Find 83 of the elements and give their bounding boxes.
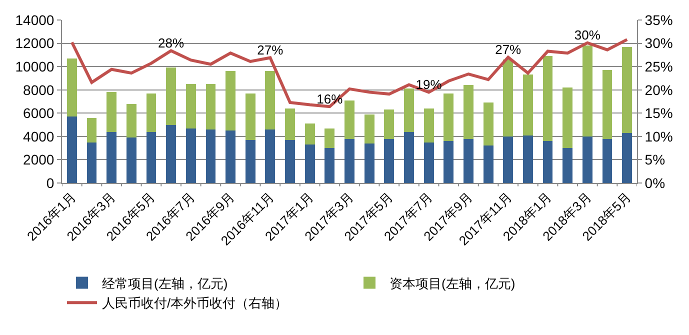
bar xyxy=(245,140,256,183)
bar xyxy=(344,138,354,183)
bar xyxy=(404,132,414,183)
bar xyxy=(582,46,592,136)
bar xyxy=(126,138,136,183)
bar xyxy=(86,118,97,142)
y-tick-label: 10000 xyxy=(15,58,54,74)
bar xyxy=(324,148,335,183)
bar xyxy=(562,88,573,148)
bar xyxy=(206,84,216,130)
bar xyxy=(86,142,97,183)
bar xyxy=(464,138,474,183)
bar xyxy=(464,85,474,139)
bar xyxy=(344,100,354,139)
bar xyxy=(186,84,196,128)
bar xyxy=(265,129,276,183)
bar xyxy=(66,116,77,183)
bar xyxy=(265,71,276,130)
bar xyxy=(444,141,454,183)
bar xyxy=(542,56,553,142)
data-label: 27% xyxy=(257,42,284,58)
data-label: 27% xyxy=(495,42,522,58)
bar xyxy=(66,58,77,117)
bar xyxy=(285,108,295,140)
bar xyxy=(146,93,156,132)
bar xyxy=(503,136,514,183)
y-tick-label: 4000 xyxy=(23,128,54,144)
bar xyxy=(622,46,632,133)
y2-tick-label: 35% xyxy=(644,12,673,28)
y2-tick-label: 5% xyxy=(644,152,666,168)
bar xyxy=(146,132,156,183)
y2-tick-label: 0% xyxy=(644,174,666,191)
bar xyxy=(245,93,256,140)
y2-tick-label: 25% xyxy=(644,58,673,74)
legend-label: 资本项目(左轴，亿元) xyxy=(390,276,516,291)
bar xyxy=(364,114,374,144)
legend-label: 人民币收付/本外币收付（右轴） xyxy=(102,296,288,311)
bar xyxy=(622,132,632,183)
bar xyxy=(106,92,117,132)
bar xyxy=(364,143,374,183)
bar xyxy=(522,135,533,183)
y-tick-label: 14000 xyxy=(15,12,54,28)
bar xyxy=(226,71,236,131)
legend-label: 经常项目(左轴，亿元) xyxy=(102,276,228,291)
y-tick-label: 8000 xyxy=(23,82,54,98)
data-label: 30% xyxy=(574,28,601,43)
data-label: 19% xyxy=(416,76,442,92)
bar xyxy=(166,124,176,183)
y-tick-label: 12000 xyxy=(15,35,54,52)
y2-tick-label: 15% xyxy=(644,105,673,122)
bar xyxy=(384,138,394,183)
bar xyxy=(206,129,216,183)
bar xyxy=(424,142,434,183)
bar xyxy=(324,128,335,148)
bar xyxy=(226,130,236,183)
y-tick-label: 0 xyxy=(46,174,54,191)
bar xyxy=(186,128,196,183)
bar xyxy=(444,93,454,142)
bar xyxy=(424,108,434,142)
bar xyxy=(522,74,533,136)
bar xyxy=(582,136,592,183)
bar xyxy=(483,146,494,183)
data-label: 28% xyxy=(158,35,184,50)
line-series xyxy=(70,38,629,108)
bar xyxy=(304,124,315,145)
y2-tick-label: 20% xyxy=(644,82,673,98)
bar xyxy=(542,141,553,183)
bar xyxy=(562,148,573,183)
bar xyxy=(106,132,117,183)
bar xyxy=(166,68,176,125)
bar xyxy=(483,102,494,146)
bar xyxy=(602,138,612,183)
y2-tick-label: 30% xyxy=(644,35,673,52)
y-tick-label: 2000 xyxy=(23,152,54,168)
y2-tick-label: 10% xyxy=(644,128,673,144)
bar xyxy=(304,144,315,183)
bar xyxy=(384,110,394,139)
bar xyxy=(126,104,136,138)
bar xyxy=(285,140,295,183)
bar xyxy=(503,60,514,136)
bar xyxy=(404,88,414,132)
bar xyxy=(602,70,612,139)
y-tick-label: 6000 xyxy=(23,105,54,122)
